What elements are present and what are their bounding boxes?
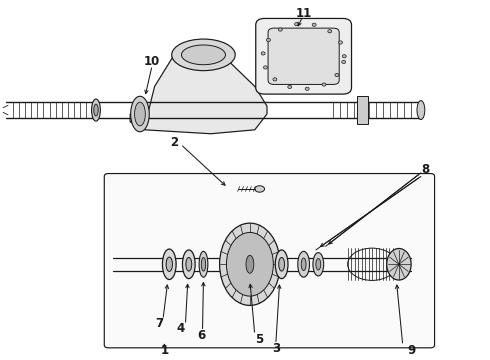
Ellipse shape	[322, 83, 326, 86]
Text: 7: 7	[155, 317, 164, 330]
Ellipse shape	[316, 258, 321, 270]
Ellipse shape	[199, 251, 208, 277]
Ellipse shape	[264, 66, 268, 69]
Ellipse shape	[267, 39, 270, 41]
Bar	[357, 96, 368, 124]
Ellipse shape	[131, 96, 149, 132]
Text: 1: 1	[160, 344, 169, 357]
Ellipse shape	[220, 223, 280, 305]
Ellipse shape	[301, 258, 306, 271]
Ellipse shape	[335, 73, 339, 77]
Ellipse shape	[273, 78, 277, 81]
Ellipse shape	[288, 85, 292, 89]
Ellipse shape	[312, 23, 316, 26]
Polygon shape	[130, 51, 267, 134]
Text: 9: 9	[407, 344, 415, 357]
Ellipse shape	[387, 248, 411, 280]
Ellipse shape	[305, 87, 309, 90]
Ellipse shape	[313, 253, 324, 276]
Ellipse shape	[182, 250, 195, 279]
Text: 11: 11	[295, 7, 312, 20]
Text: 6: 6	[197, 329, 205, 342]
Ellipse shape	[246, 255, 254, 273]
Ellipse shape	[172, 39, 235, 71]
Text: 10: 10	[144, 55, 160, 68]
Ellipse shape	[226, 233, 273, 296]
Ellipse shape	[298, 251, 310, 277]
Ellipse shape	[275, 250, 288, 279]
Text: 5: 5	[255, 333, 264, 346]
Ellipse shape	[261, 52, 265, 55]
Ellipse shape	[166, 257, 172, 271]
Ellipse shape	[328, 30, 332, 33]
Ellipse shape	[279, 257, 285, 271]
FancyBboxPatch shape	[104, 174, 435, 348]
Ellipse shape	[135, 102, 146, 126]
Text: 4: 4	[176, 322, 185, 335]
Ellipse shape	[201, 257, 206, 271]
Text: 3: 3	[272, 342, 280, 355]
Ellipse shape	[294, 23, 298, 26]
Ellipse shape	[186, 257, 192, 271]
Ellipse shape	[278, 28, 282, 31]
Ellipse shape	[342, 60, 345, 64]
Ellipse shape	[417, 100, 425, 120]
Ellipse shape	[181, 45, 225, 65]
Ellipse shape	[94, 104, 98, 116]
Ellipse shape	[343, 55, 346, 58]
Ellipse shape	[162, 249, 176, 279]
Ellipse shape	[92, 99, 100, 121]
FancyBboxPatch shape	[268, 28, 339, 85]
Text: 2: 2	[170, 136, 178, 149]
Ellipse shape	[339, 41, 343, 44]
FancyBboxPatch shape	[256, 18, 351, 94]
Text: 8: 8	[422, 163, 430, 176]
Ellipse shape	[255, 186, 265, 192]
